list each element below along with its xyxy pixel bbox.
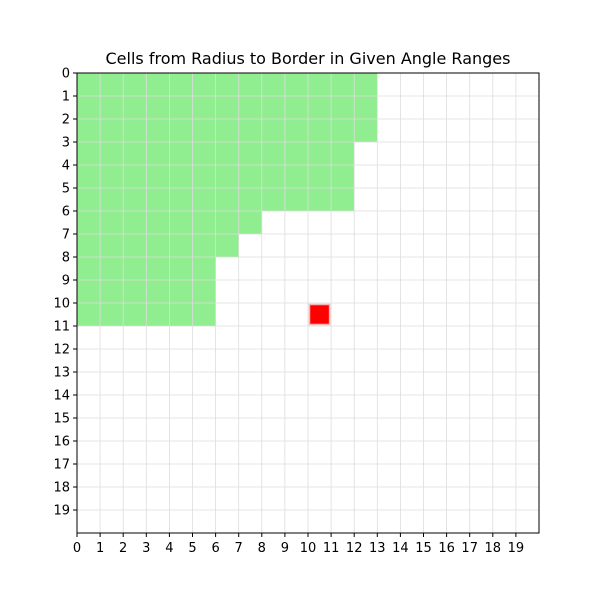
- x-tick-label-14: 14: [392, 541, 409, 556]
- highlight-row-7: [77, 234, 239, 257]
- x-tick-label-1: 1: [96, 541, 104, 556]
- x-tick-label-3: 3: [142, 541, 150, 556]
- y-tick-label-4: 4: [62, 159, 70, 174]
- x-tick-label-16: 16: [438, 541, 455, 556]
- x-tick-label-5: 5: [188, 541, 196, 556]
- x-tick-label-2: 2: [119, 541, 127, 556]
- x-tick-label-17: 17: [461, 541, 478, 556]
- x-tick-label-7: 7: [235, 541, 243, 556]
- y-tick-label-2: 2: [62, 113, 70, 128]
- x-tick-label-15: 15: [415, 541, 432, 556]
- y-tick-label-18: 18: [53, 481, 70, 496]
- marker-layer: [308, 303, 331, 326]
- x-tick-label-10: 10: [300, 541, 317, 556]
- highlight-cells-layer: [77, 73, 378, 326]
- y-tick-label-12: 12: [53, 343, 70, 358]
- highlight-row-1: [77, 96, 378, 119]
- highlight-row-2: [77, 119, 378, 142]
- x-tick-label-8: 8: [258, 541, 266, 556]
- x-tick-label-6: 6: [211, 541, 219, 556]
- x-tick-label-11: 11: [323, 541, 340, 556]
- x-tick-label-13: 13: [369, 541, 386, 556]
- y-tick-label-8: 8: [62, 251, 70, 266]
- marker-cell: [308, 303, 331, 326]
- highlight-row-0: [77, 73, 378, 96]
- y-tick-label-6: 6: [62, 205, 70, 220]
- y-tick-label-19: 19: [53, 504, 70, 519]
- x-axis-ticks: 0 1 2 3 4 5 6 7 8 9 10 11 12 13 14 15 16 17 18 19: [73, 533, 524, 556]
- y-tick-label-16: 16: [53, 435, 70, 450]
- y-tick-label-10: 10: [53, 297, 70, 312]
- y-tick-label-13: 13: [53, 366, 70, 381]
- chart-title: Cells from Radius to Border in Given Ang…: [106, 49, 511, 68]
- y-tick-label-14: 14: [53, 389, 70, 404]
- y-tick-label-9: 9: [62, 274, 70, 289]
- grid-layer: [77, 73, 539, 533]
- x-tick-label-12: 12: [346, 541, 363, 556]
- y-tick-label-5: 5: [62, 182, 70, 197]
- y-tick-label-15: 15: [53, 412, 70, 427]
- x-tick-label-9: 9: [281, 541, 289, 556]
- x-tick-label-18: 18: [485, 541, 502, 556]
- x-tick-label-4: 4: [165, 541, 173, 556]
- y-tick-label-0: 0: [62, 67, 70, 82]
- x-tick-label-19: 19: [508, 541, 525, 556]
- y-tick-label-7: 7: [62, 228, 70, 243]
- y-tick-label-3: 3: [62, 136, 70, 151]
- y-tick-label-17: 17: [53, 458, 70, 473]
- x-tick-label-0: 0: [73, 541, 81, 556]
- y-tick-label-11: 11: [53, 320, 70, 335]
- y-tick-label-1: 1: [62, 90, 70, 105]
